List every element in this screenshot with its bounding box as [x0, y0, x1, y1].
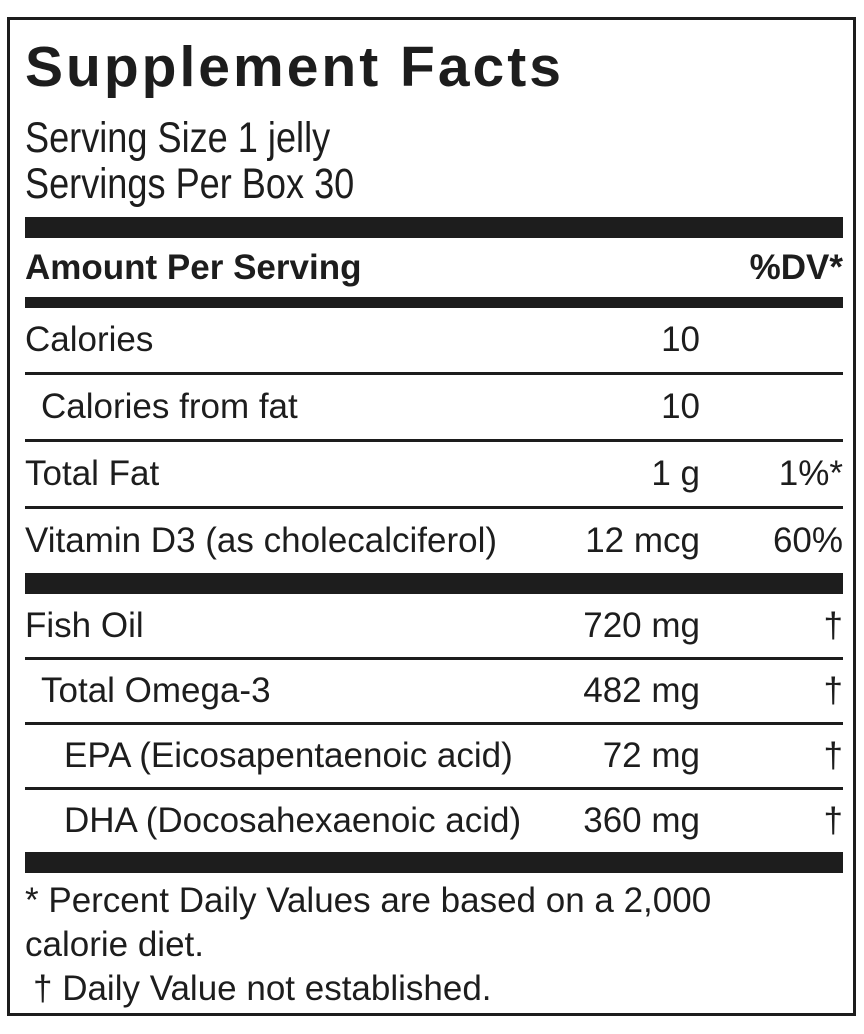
nutrient-row-total-fat: Total Fat 1 g 1%*	[25, 439, 843, 506]
nutrient-name: Calories	[25, 320, 154, 359]
nutrient-row-vitamin-d3: Vitamin D3 (as cholecalciferol) 12 mcg 6…	[25, 506, 843, 573]
separator-bar-bottom	[25, 852, 843, 873]
nutrient-name: Calories from fat	[41, 387, 298, 426]
nutrient-row-calories-from-fat: Calories from fat 10	[25, 372, 843, 439]
nutrient-row-epa: EPA (Eicosapentaenoic acid) 72 mg †	[25, 722, 843, 787]
nutrient-dv: †	[823, 605, 843, 645]
footnote-percent-dv-line1: * Percent Daily Values are based on a 2,…	[25, 881, 712, 920]
nutrient-name: Total Fat	[25, 454, 160, 493]
footnote-percent-dv-line2: calorie diet.	[25, 925, 204, 964]
nutrient-dv: †	[823, 801, 843, 840]
nutrient-amount: 10	[661, 387, 700, 426]
nutrient-name: DHA (Docosahexaenoic acid)	[64, 801, 522, 840]
separator-bar-header	[25, 297, 843, 308]
nutrient-name: EPA (Eicosapentaenoic acid)	[64, 736, 513, 775]
nutrient-group-fish-oil: Fish Oil 720 mg † Total Omega-3 482 mg †…	[25, 594, 843, 852]
nutrient-dv: †	[823, 671, 843, 710]
percent-dv-header: %DV*	[749, 247, 843, 287]
footnotes: * Percent Daily Values are based on a 2,…	[25, 879, 843, 1011]
separator-bar-top	[25, 217, 843, 238]
nutrient-amount: 1 g	[651, 454, 700, 493]
servings-per-box-text: Servings Per Box 30	[25, 160, 355, 208]
nutrient-dv: 1%*	[778, 454, 843, 493]
nutrient-row-fish-oil: Fish Oil 720 mg †	[25, 594, 843, 657]
nutrient-amount: 360 mg	[583, 801, 700, 840]
nutrient-amount: 72 mg	[602, 736, 700, 775]
serving-info: Serving Size 1 jelly Servings Per Box 30	[25, 115, 843, 207]
nutrient-amount: 720 mg	[583, 605, 700, 645]
nutrient-amount: 12 mcg	[585, 521, 700, 560]
column-header-row: Amount Per Serving %DV*	[25, 238, 843, 297]
nutrient-name: Total Omega-3	[41, 671, 271, 710]
nutrient-row-dha: DHA (Docosahexaenoic acid) 360 mg †	[25, 787, 843, 852]
nutrient-name: Fish Oil	[25, 605, 144, 645]
amount-per-serving-header: Amount Per Serving	[25, 247, 362, 287]
nutrient-amount: 10	[661, 320, 700, 359]
supplement-facts-panel: Supplement Facts Serving Size 1 jelly Se…	[7, 17, 856, 1016]
nutrient-dv: †	[823, 736, 843, 775]
nutrient-row-total-omega-3: Total Omega-3 482 mg †	[25, 657, 843, 722]
nutrient-group-general: Calories 10 Calories from fat 10 Total F…	[25, 308, 843, 573]
panel-title: Supplement Facts	[25, 35, 564, 99]
footnote-daily-value: † Daily Value not established.	[33, 969, 492, 1008]
nutrient-name: Vitamin D3 (as cholecalciferol)	[25, 521, 498, 560]
nutrient-row-calories: Calories 10	[25, 308, 843, 372]
serving-size-text: Serving Size 1 jelly	[25, 114, 331, 162]
nutrient-dv: 60%	[772, 521, 843, 560]
separator-bar-middle	[25, 573, 843, 594]
nutrient-amount: 482 mg	[583, 671, 700, 710]
serving-size-line: Serving Size 1 jelly	[25, 115, 843, 161]
servings-per-box-line: Servings Per Box 30	[25, 161, 843, 207]
